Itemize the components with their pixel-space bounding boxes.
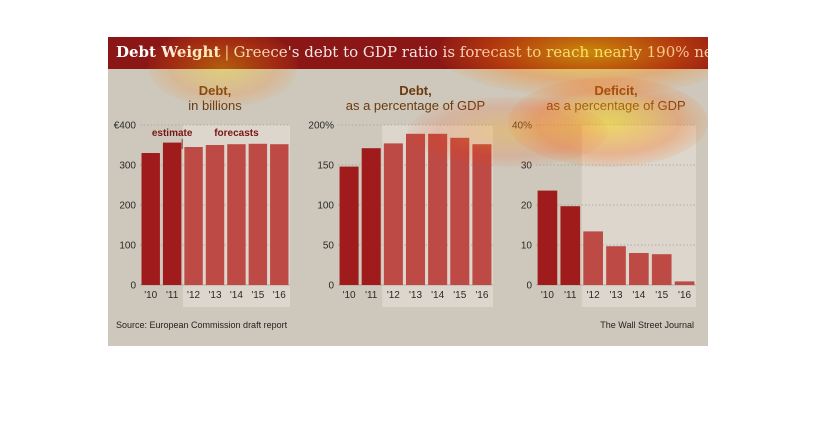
x-tick-label: '11 [166,290,179,301]
bar [606,246,626,285]
bar [184,147,203,285]
annotation-label: estimate [152,128,193,139]
y-tick-label: 200% [308,121,334,132]
x-tick-label: '14 [230,290,243,301]
x-tick-label: '15 [453,290,466,301]
x-tick-label: '11 [564,290,577,301]
chart-title-line2: as a percentage of GDP [346,98,485,113]
bar [227,144,246,285]
x-tick-label: '16 [475,290,488,301]
y-tick-label: 0 [328,281,334,292]
bar [162,142,182,285]
bar [674,281,695,285]
bar [339,166,359,285]
y-tick-label: 50 [323,241,335,252]
x-tick-label: '12 [587,290,600,301]
bar [537,190,558,285]
x-tick-label: '15 [251,290,264,301]
bar [383,143,403,285]
x-tick-label: '12 [187,290,200,301]
y-tick-label: 30 [521,161,533,172]
bar [428,133,448,285]
bar [472,144,492,285]
credit-note: The Wall Street Journal [600,320,694,330]
bar [629,253,649,285]
x-tick-label: '10 [541,290,554,301]
chart-graphic: Debt Weight | Greece's debt to GDP ratio i… [108,37,708,346]
title-separator: | [224,43,230,61]
y-tick-label: €400 [114,121,137,132]
x-tick-label: '10 [144,290,157,301]
y-tick-label: 200 [119,201,136,212]
source-note: Source: European Commission draft report [116,320,288,330]
x-tick-label: '12 [387,290,400,301]
bar [270,144,289,285]
y-tick-label: 20 [521,201,533,212]
x-tick-label: '13 [409,290,422,301]
bar [141,153,160,285]
x-tick-label: '11 [365,290,378,301]
y-tick-label: 40% [512,121,532,132]
chart-title-line2: in billions [188,98,242,113]
x-tick-label: '16 [678,290,691,301]
bar [405,133,426,285]
bar [560,206,581,285]
chart-title-line1: Debt, [399,83,432,98]
y-tick-label: 0 [526,281,532,292]
bar [361,148,381,285]
bar [450,137,470,285]
bar [248,143,268,285]
y-tick-label: 100 [317,201,334,212]
x-tick-label: '14 [431,290,444,301]
x-tick-label: '10 [343,290,356,301]
x-tick-label: '13 [208,290,221,301]
x-tick-label: '15 [655,290,668,301]
bar [583,231,603,285]
x-tick-label: '16 [273,290,286,301]
chart-title-line1: Debt, [199,83,232,98]
x-tick-label: '13 [609,290,622,301]
chart-title: Debt Weight [116,43,221,61]
bar [651,254,672,285]
y-tick-label: 10 [521,241,533,252]
chart-title-line1: Deficit, [594,83,637,98]
annotation-label: forecasts [214,128,259,139]
y-tick-label: 150 [317,161,334,172]
y-tick-label: 0 [130,281,136,292]
y-tick-label: 100 [119,241,136,252]
y-tick-label: 300 [119,161,136,172]
bar [205,145,225,285]
x-tick-label: '14 [632,290,645,301]
chart-title-line2: as a percentage of GDP [546,98,685,113]
